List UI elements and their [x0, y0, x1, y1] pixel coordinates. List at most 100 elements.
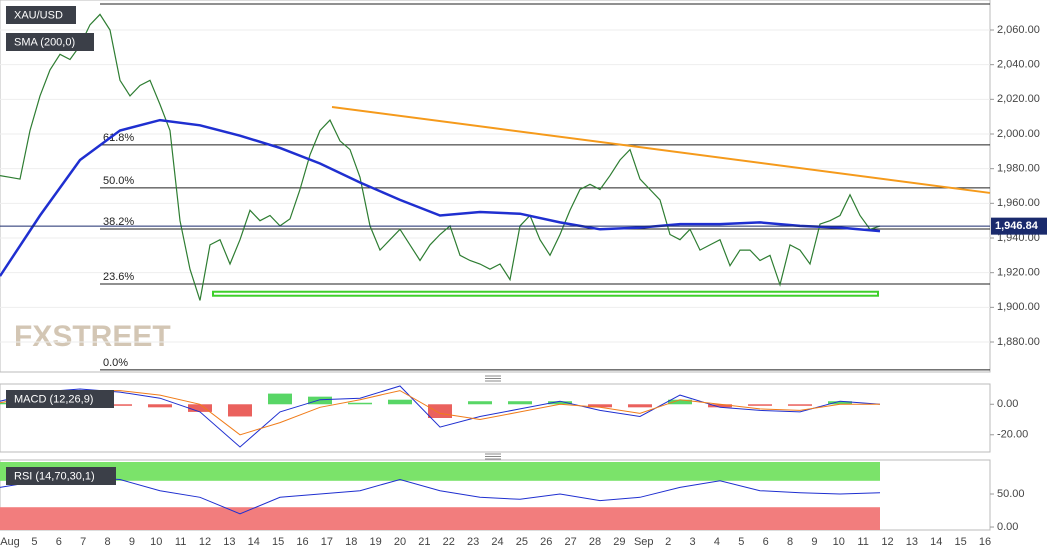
x-tick-label: 23 [467, 536, 479, 548]
histogram-bar [268, 393, 292, 405]
x-tick-label: 24 [491, 536, 503, 548]
price-line [0, 13, 881, 301]
y-tick-label: 2,020.00 [997, 93, 1040, 105]
histogram-bar [148, 404, 172, 408]
x-tick-label: Sep [634, 536, 654, 548]
x-tick-label: 4 [714, 536, 720, 548]
legend-box[interactable] [6, 33, 94, 51]
y-tick-label: 50.00 [997, 488, 1025, 500]
x-tick-label: 22 [443, 536, 455, 548]
histogram-bar [428, 404, 452, 418]
fib-label: 23.6% [103, 271, 134, 283]
x-tick-label: 3 [689, 536, 695, 548]
histogram-bar [548, 401, 572, 405]
signal-line [0, 390, 880, 436]
histogram-bar [748, 404, 772, 406]
y-tick-label: 0.00 [997, 398, 1018, 410]
fib-label: 0.0% [103, 357, 128, 369]
x-tick-label: 17 [321, 536, 333, 548]
x-tick-label: 29 [613, 536, 625, 548]
x-tick-label: 21 [418, 536, 430, 548]
last-price-label: 1,946.84 [995, 220, 1039, 232]
y-tick-label: 1,900.00 [997, 301, 1040, 313]
x-tick-label: 8 [104, 536, 110, 548]
histogram-bar [388, 399, 412, 405]
fib-label: 38.2% [103, 216, 134, 228]
x-tick-label: 10 [833, 536, 845, 548]
histogram-bar [788, 404, 812, 406]
histogram-bar [348, 402, 372, 405]
watermark: FXSTREET [14, 320, 171, 353]
fib-label: 61.8% [103, 132, 134, 144]
legend-label: XAU/USD [14, 9, 63, 21]
legend-label: SMA (200,0) [14, 36, 75, 48]
x-tick-label: 11 [857, 536, 868, 548]
trendline [331, 105, 991, 194]
legend-box[interactable] [6, 6, 76, 24]
x-tick-label: 15 [272, 536, 284, 548]
histogram-bar [308, 396, 332, 405]
x-tick-label: 28 [589, 536, 601, 548]
x-tick-label: 20 [394, 536, 406, 548]
y-tick-label: 2,060.00 [997, 24, 1040, 36]
histogram-bar [468, 401, 492, 405]
histogram-bar [228, 404, 252, 417]
x-tick-label: 12 [199, 536, 211, 548]
fib-label: 100.0% [103, 0, 141, 3]
x-tick-label: 25 [516, 536, 528, 548]
macd-line [0, 385, 881, 448]
x-tick-label: 5 [738, 536, 744, 548]
x-tick-label: 9 [811, 536, 817, 548]
histogram-bar [708, 404, 732, 408]
y-tick-label: 2,000.00 [997, 128, 1040, 140]
x-tick-label: 26 [540, 536, 552, 548]
legend-box[interactable] [6, 467, 116, 485]
support-zone [212, 290, 879, 297]
x-tick-label: 18 [345, 536, 357, 548]
histogram-bar [628, 404, 652, 408]
x-tick-label: 6 [763, 536, 769, 548]
x-tick-label: 14 [248, 536, 260, 548]
histogram-bar [828, 401, 852, 405]
y-tick-label: 1,940.00 [997, 232, 1040, 244]
x-tick-label: 16 [296, 536, 308, 548]
x-tick-label: Aug [0, 536, 20, 548]
rsi-line [0, 476, 881, 515]
histogram-bar [508, 401, 532, 405]
x-tick-label: 19 [370, 536, 382, 548]
y-tick-label: 1,880.00 [997, 336, 1040, 348]
x-tick-label: 2 [665, 536, 671, 548]
y-tick-label: 1,920.00 [997, 267, 1040, 279]
x-tick-label: 11 [175, 536, 186, 548]
histogram-bar [108, 404, 132, 406]
x-tick-label: 27 [565, 536, 577, 548]
y-tick-label: 1,980.00 [997, 163, 1040, 175]
y-tick-label: -20.00 [997, 429, 1028, 441]
x-tick-label: 6 [56, 536, 62, 548]
x-tick-label: 13 [223, 536, 235, 548]
panel-handle[interactable] [485, 375, 501, 460]
legend-box[interactable] [6, 390, 114, 408]
legend-label: MACD (12,26,9) [14, 393, 93, 405]
y-tick-label: 1,960.00 [997, 197, 1040, 209]
y-tick-label: 2,040.00 [997, 59, 1040, 71]
x-tick-label: 5 [31, 536, 37, 548]
x-tick-label: 15 [955, 536, 967, 548]
x-tick-label: 8 [787, 536, 793, 548]
histogram-bar [668, 399, 692, 405]
fib-label: 50.0% [103, 175, 134, 187]
legend-label: RSI (14,70,30,1) [14, 470, 95, 482]
x-tick-label: 10 [150, 536, 162, 548]
x-tick-label: 12 [881, 536, 893, 548]
last-price-box [991, 217, 1047, 235]
x-tick-label: 14 [930, 536, 942, 548]
sma-line [0, 118, 881, 277]
histogram-bar [188, 404, 212, 412]
x-tick-label: 16 [979, 536, 991, 548]
price-panel [0, 0, 991, 373]
oversold-zone [0, 507, 880, 530]
histogram-bar [588, 404, 612, 408]
overbought-zone [0, 462, 880, 481]
x-tick-label: 13 [906, 536, 918, 548]
